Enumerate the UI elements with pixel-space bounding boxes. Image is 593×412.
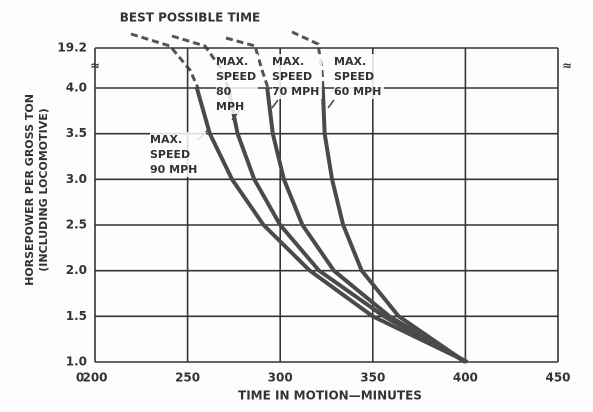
guide — [291, 30, 325, 89]
x-axis-label: TIME IN MOTION—MINUTES — [238, 389, 422, 403]
series-line — [320, 87, 467, 364]
x-tick-label: 200 — [82, 371, 107, 385]
y-tick-label: 4.0 — [66, 81, 87, 95]
y-tick-label: 3.0 — [66, 172, 87, 186]
x-tick-label: 350 — [360, 371, 385, 385]
y-tick-label: 3.5 — [66, 126, 87, 140]
x-tick-label: 250 — [175, 371, 200, 385]
series-line — [226, 87, 469, 364]
best-time-guides — [130, 30, 325, 89]
series-line — [194, 87, 469, 364]
series-label: MAX. SPEED 60 MPH — [334, 54, 384, 99]
series-line — [265, 87, 467, 364]
guide — [130, 32, 200, 89]
guide — [225, 36, 270, 89]
annotation: BEST POSSIBLE TIME — [120, 11, 261, 25]
axis-break: ≈ — [562, 59, 572, 73]
x-tick-label: 300 — [268, 371, 293, 385]
y-axis-label: HORSEPOWER PER GROSS TON — [23, 94, 36, 286]
series-label: MAX. SPEED 80 MPH — [216, 54, 258, 114]
y-tick-label: 2.5 — [66, 218, 87, 232]
series-label: MAX. SPEED 70 MPH — [272, 54, 322, 99]
y-tick-label: 2.0 — [66, 263, 87, 277]
y-axis-label: (INCLUDING LOCOMOTIVE) — [37, 108, 50, 272]
x-tick-label: 450 — [545, 371, 570, 385]
arrow — [271, 99, 279, 109]
guide — [171, 34, 230, 89]
y-tick-label: 1.0 — [66, 355, 87, 369]
x-tick-label: 400 — [453, 371, 478, 385]
arrow — [327, 99, 335, 109]
y-tick-label: 19.2 — [57, 41, 87, 55]
series-label: MAX. SPEED 90 MPH — [150, 132, 206, 177]
y-tick-label: 1.5 — [66, 309, 87, 323]
x-tick-label: 0 — [76, 371, 84, 385]
